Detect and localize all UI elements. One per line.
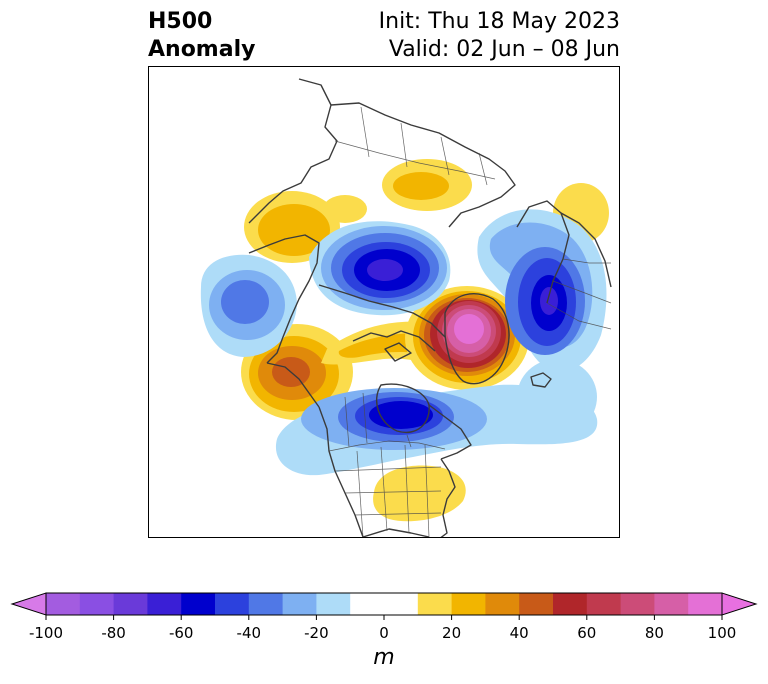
colorbar-tick-label: -40 [236,624,262,642]
colorbar-bin-9 [350,593,419,615]
colorbar-bin-6 [248,593,284,615]
colorbar-bin-1 [79,593,115,615]
colorbar-extend-high [721,592,758,616]
colorbar-tick-label: -80 [101,624,126,642]
colorbar-bin-12 [485,593,520,615]
colorbar-tick-label: 40 [509,624,529,642]
colorbar-bin-17 [654,593,689,615]
colorbar-unit: m [373,645,395,670]
colorbar-tick-label: 60 [577,624,597,642]
colorbar-bin-11 [451,593,486,615]
valid-range: Valid: 02 Jun – 08 Jun [388,37,620,62]
anomaly-greenland-positive [405,286,529,390]
colorbar-bin-13 [519,593,554,615]
init-date: Init: Thu 18 May 2023 [378,9,620,34]
colorbar-tick-label: -100 [28,624,64,642]
title-right: Init: Thu 18 May 2023 Valid: 02 Jun – 08… [379,8,620,64]
anomaly-southeast-us-positive [373,465,466,522]
colorbar-bin-5 [215,593,250,615]
colorbar-bin-4 [181,593,216,615]
anomaly-fill [200,159,609,522]
colorbar [10,592,758,620]
colorbar-bin-2 [113,593,148,615]
colorbar-tick-label: -60 [168,624,194,642]
anomaly-arctic-negative [309,221,451,316]
colorbar-tick-label: 20 [442,624,462,642]
title-field: H500 [148,9,213,34]
colorbar-bin-3 [147,593,182,615]
title-left: H500 Anomaly [148,8,255,64]
colorbar-bin-7 [282,593,317,615]
colorbar-extend-low [10,592,47,616]
colorbar-tick-label: -20 [304,624,329,642]
colorbar-tick-label: 0 [379,624,389,642]
colorbar-bin-18 [688,593,723,615]
colorbar-bin-14 [553,593,588,615]
anomaly-pacific-negative [200,254,297,357]
colorbar-tick-label: 100 [707,624,737,642]
map-panel [148,66,620,538]
colorbar-bin-10 [417,593,453,615]
anomaly-map [200,78,612,537]
anomaly-europe-negative [477,209,607,372]
colorbar-bin-8 [316,593,351,615]
political-borders [328,106,612,537]
title-variable: Anomaly [148,37,256,62]
colorbar-bin-0 [46,593,81,615]
colorbar-tick-label: 80 [644,624,664,642]
colorbar-bin-16 [620,593,655,615]
colorbar-bin-15 [586,593,622,615]
